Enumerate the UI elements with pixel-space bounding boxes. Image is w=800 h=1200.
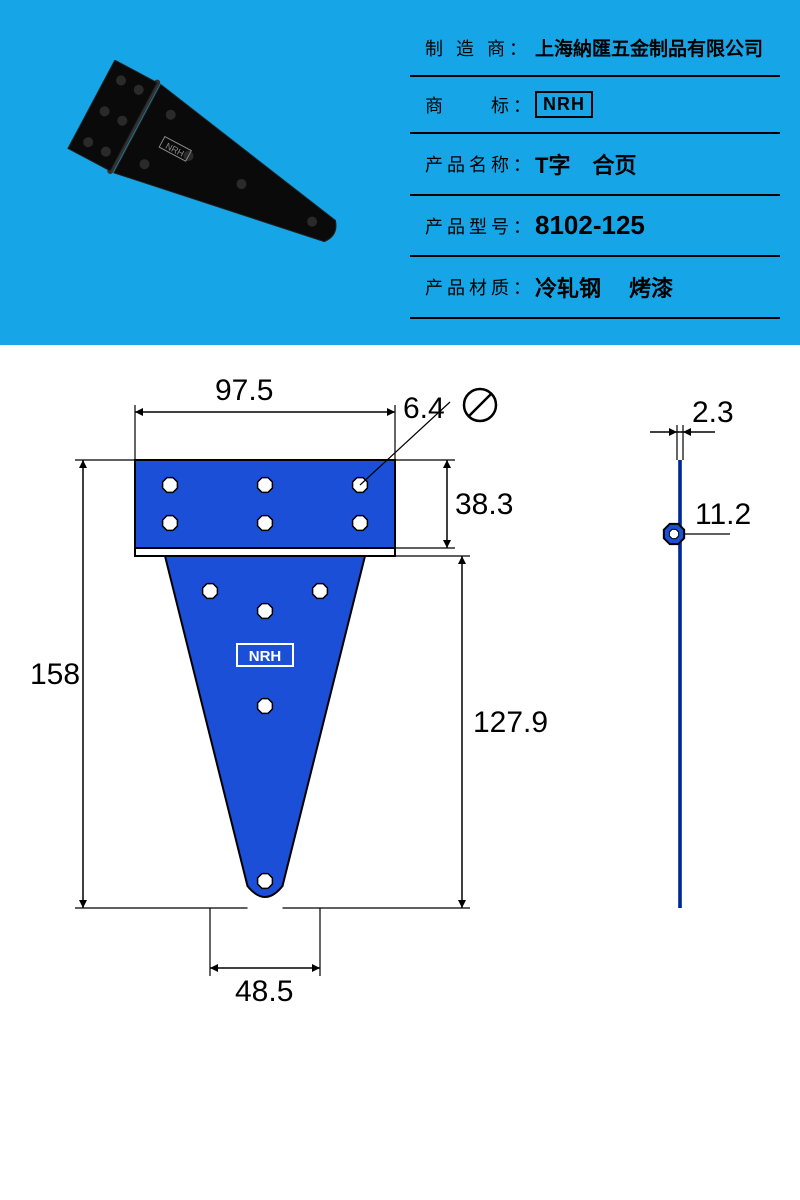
spec-value: 冷轧钢 烤漆 <box>535 271 673 303</box>
product-photo: NRH <box>60 60 370 285</box>
spec-table: 制 造 商： 上海納匯五金制品有限公司 商 标： NRH 产品名称： T字 合页… <box>410 20 780 319</box>
spec-label: 产品材质： <box>425 274 535 300</box>
svg-text:38.3: 38.3 <box>455 488 513 521</box>
svg-text:158: 158 <box>30 658 80 691</box>
technical-drawing: NRH 97.5 6.4 38.3 158 127.9 48.5 2.3 11.2 <box>0 345 800 1200</box>
svg-text:2.3: 2.3 <box>692 396 734 429</box>
spec-row-model: 产品型号： 8102-125 <box>410 196 780 257</box>
spec-row-material: 产品材质： 冷轧钢 烤漆 <box>410 257 780 319</box>
spec-label: 制 造 商： <box>425 35 535 61</box>
spec-label: 产品型号： <box>425 213 535 239</box>
spec-value: 上海納匯五金制品有限公司 <box>535 34 763 61</box>
spec-label: 商 标： <box>425 92 535 118</box>
spec-value: T字 合页 <box>535 148 636 180</box>
svg-text:6.4: 6.4 <box>403 392 445 425</box>
svg-text:11.2: 11.2 <box>695 498 751 531</box>
spec-row-brand: 商 标： NRH <box>410 77 780 134</box>
svg-text:97.5: 97.5 <box>215 374 273 407</box>
header-panel: NRH 制 造 商： 上海納匯五金制品有限公司 商 标： NRH 产品名称： T… <box>0 0 800 345</box>
spec-row-manufacturer: 制 造 商： 上海納匯五金制品有限公司 <box>410 20 780 77</box>
svg-text:48.5: 48.5 <box>235 975 293 1008</box>
spec-label: 产品名称： <box>425 151 535 177</box>
brand-box: NRH <box>535 91 593 118</box>
spec-value: 8102-125 <box>535 210 645 241</box>
svg-text:NRH: NRH <box>249 648 282 665</box>
svg-text:127.9: 127.9 <box>473 706 548 739</box>
spec-row-product-name: 产品名称： T字 合页 <box>410 134 780 196</box>
